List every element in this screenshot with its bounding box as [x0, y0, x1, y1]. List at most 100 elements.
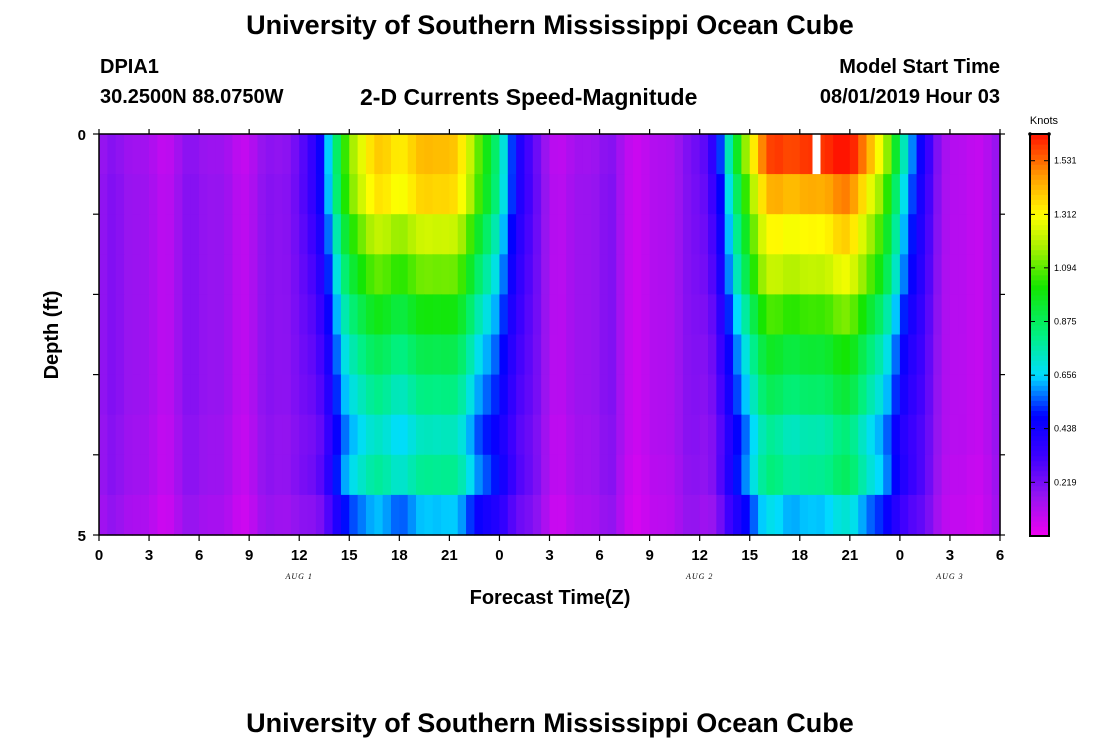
heatmap-cell [157, 454, 167, 496]
heatmap-cell [432, 454, 442, 496]
heatmap-cell [674, 454, 684, 496]
heatmap-cell [858, 374, 868, 416]
heatmap-cell [883, 494, 893, 536]
heatmap-cell [399, 134, 409, 175]
heatmap-cell [741, 174, 751, 215]
heatmap-cell [541, 334, 551, 376]
heatmap-cell [607, 494, 617, 536]
heatmap-cell [282, 134, 292, 175]
heatmap-cell [874, 214, 884, 255]
heatmap-cell [165, 334, 175, 376]
heatmap-cell [132, 294, 142, 336]
heatmap-cell [733, 214, 742, 255]
heatmap-cell [549, 494, 559, 536]
colorbar-tick-label: 0.438 [1054, 424, 1077, 434]
heatmap-cell [274, 254, 284, 295]
heatmap-cell [124, 174, 133, 215]
heatmap-cell [774, 214, 784, 255]
heatmap-cell [974, 294, 984, 336]
heatmap-cell [899, 494, 909, 536]
heatmap-cell [899, 454, 909, 496]
heatmap-cell [891, 334, 901, 376]
heatmap-cell [215, 494, 225, 536]
x-tick-label: 3 [545, 547, 553, 564]
date-label: AUG 3 [935, 572, 963, 581]
heatmap-cell [107, 254, 117, 295]
heatmap-cell [499, 254, 509, 295]
heatmap-cell [874, 294, 884, 336]
colorbar-segment [1030, 279, 1049, 286]
heatmap-cell [841, 494, 851, 536]
heatmap-cell [99, 494, 108, 536]
heatmap-cell [974, 214, 984, 255]
heatmap-cell [282, 374, 292, 416]
heatmap-cell [816, 414, 826, 456]
heatmap-cell [791, 174, 801, 215]
heatmap-cell [941, 134, 951, 175]
colorbar-segment [1030, 345, 1049, 351]
heatmap-cell [849, 134, 859, 175]
heatmap-cell [482, 254, 492, 295]
heatmap-cell [983, 294, 993, 336]
heatmap-cell [816, 174, 826, 215]
heatmap-cell [382, 134, 392, 175]
heatmap-cell [190, 134, 200, 175]
heatmap-cell [324, 454, 334, 496]
heatmap-cell [365, 294, 375, 336]
heatmap-cell [616, 174, 626, 215]
heatmap-cell [833, 494, 843, 536]
heatmap-cell [674, 174, 684, 215]
heatmap-cell [390, 454, 400, 496]
heatmap-cell [157, 334, 167, 376]
heatmap-cell [382, 174, 392, 215]
heatmap-cell [966, 254, 976, 295]
heatmap-cell [299, 414, 309, 456]
heatmap-cell [132, 134, 142, 175]
heatmap-cell [966, 334, 976, 376]
heatmap-cell [340, 374, 350, 416]
heatmap-cell [883, 454, 893, 496]
heatmap-cell [791, 294, 801, 336]
heatmap-cell [674, 374, 684, 416]
heatmap-cell [157, 134, 167, 175]
heatmap-cell [132, 374, 142, 416]
heatmap-cell [874, 134, 884, 175]
heatmap-cell [949, 134, 959, 175]
heatmap-cell [974, 254, 984, 295]
heatmap-cell [624, 134, 634, 175]
heatmap-cell [190, 294, 200, 336]
heatmap-cell [466, 454, 476, 496]
heatmap-cell [424, 454, 434, 496]
heatmap-cell [516, 494, 526, 536]
heatmap-cell [190, 494, 200, 536]
heatmap-cell [149, 374, 158, 416]
heatmap-cell [557, 174, 567, 215]
colorbar-segment [1030, 430, 1049, 437]
heatmap-cell [899, 214, 909, 255]
heatmap-cell [799, 374, 809, 416]
heatmap-cell [374, 254, 384, 295]
heatmap-cell [190, 374, 200, 416]
heatmap-cell [140, 374, 150, 416]
heatmap-cell [324, 334, 334, 376]
heatmap-cell [849, 414, 859, 456]
colorbar-segment [1030, 485, 1049, 492]
heatmap-cell [849, 254, 859, 295]
heatmap-cell [491, 214, 501, 255]
heatmap-cell [766, 334, 776, 376]
heatmap-cell [599, 294, 609, 336]
heatmap-cell [482, 494, 492, 536]
heatmap-cell [315, 214, 325, 255]
heatmap-cell [541, 174, 551, 215]
colorbar-segment [1030, 269, 1049, 276]
heatmap-cell [958, 214, 968, 255]
heatmap-cell [315, 414, 325, 456]
heatmap-cell [941, 374, 951, 416]
heatmap-cell [833, 254, 843, 295]
heatmap-cell [315, 494, 325, 536]
colorbar-segment [1030, 395, 1049, 401]
heatmap-cell [716, 254, 726, 295]
colorbar-segment [1030, 465, 1049, 472]
heatmap-cell [841, 134, 851, 175]
